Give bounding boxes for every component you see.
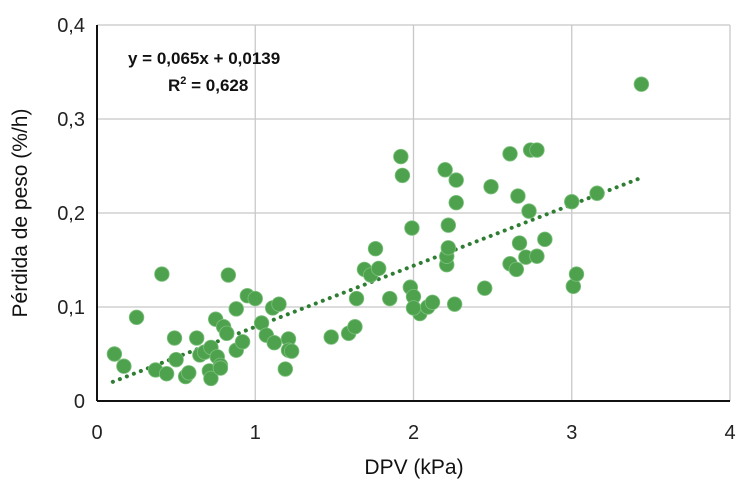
data-point	[511, 235, 528, 251]
data-point	[116, 358, 132, 374]
data-point	[128, 309, 145, 326]
data-point	[219, 325, 235, 342]
y-tick-label: 0,1	[57, 297, 85, 319]
data-point	[188, 330, 205, 346]
data-point	[564, 194, 580, 210]
data-point	[568, 266, 585, 282]
data-point	[203, 370, 219, 387]
data-point	[477, 280, 493, 296]
data-point	[405, 300, 422, 316]
data-point	[367, 241, 384, 257]
data-point	[228, 301, 244, 317]
data-point	[448, 194, 464, 211]
r-squared-label: R2 = 0,628	[168, 75, 248, 95]
data-point	[106, 346, 123, 362]
x-tick-label: 4	[724, 422, 735, 444]
x-tick-label: 0	[91, 422, 102, 444]
data-point	[370, 260, 387, 277]
data-point	[440, 240, 457, 256]
data-point	[347, 319, 363, 335]
data-point	[220, 267, 237, 283]
data-points	[106, 76, 650, 387]
x-tick-label: 2	[408, 422, 419, 444]
x-tick-label: 1	[250, 422, 261, 444]
data-point	[158, 366, 175, 382]
data-point	[510, 188, 526, 204]
y-axis-label: Pérdida de peso (%/h)	[9, 109, 32, 318]
y-tick-label: 0,4	[57, 15, 85, 37]
data-point	[283, 343, 300, 359]
y-tick-label: 0,3	[57, 109, 85, 131]
data-point	[483, 178, 499, 195]
data-point	[589, 185, 605, 201]
data-point	[529, 142, 545, 158]
data-point	[437, 162, 453, 178]
data-point	[271, 296, 287, 312]
x-axis-label: DPV (kPa)	[364, 456, 463, 479]
y-tick-label: 0,2	[57, 203, 85, 225]
data-point	[323, 329, 339, 345]
data-point	[247, 290, 263, 307]
data-point	[266, 335, 282, 351]
data-point	[168, 351, 184, 368]
x-tick-label: 3	[566, 422, 577, 444]
data-point	[448, 172, 464, 188]
data-point	[394, 167, 411, 184]
data-point	[440, 217, 457, 233]
data-point	[446, 296, 463, 312]
data-point	[166, 330, 183, 346]
data-point	[348, 290, 365, 307]
data-point	[508, 261, 525, 278]
data-point	[633, 76, 650, 92]
data-point	[404, 220, 420, 236]
data-point	[393, 148, 409, 165]
data-point	[537, 231, 553, 248]
y-tick-label: 0	[74, 391, 85, 413]
data-point	[154, 266, 170, 282]
data-point	[212, 360, 229, 376]
data-point	[424, 294, 441, 311]
data-point	[502, 146, 518, 162]
data-point	[234, 334, 251, 350]
data-point	[529, 248, 545, 264]
data-point	[181, 365, 197, 381]
grid-lines	[97, 24, 731, 401]
data-point	[521, 203, 537, 219]
axes	[96, 25, 730, 402]
trendline-equation: y = 0,065x + 0,0139	[128, 49, 280, 68]
data-point	[382, 290, 398, 307]
tick-labels: 0 0,1 0,2 0,3 0,4 0 1 2 3 4	[57, 15, 735, 444]
data-point	[277, 361, 294, 377]
